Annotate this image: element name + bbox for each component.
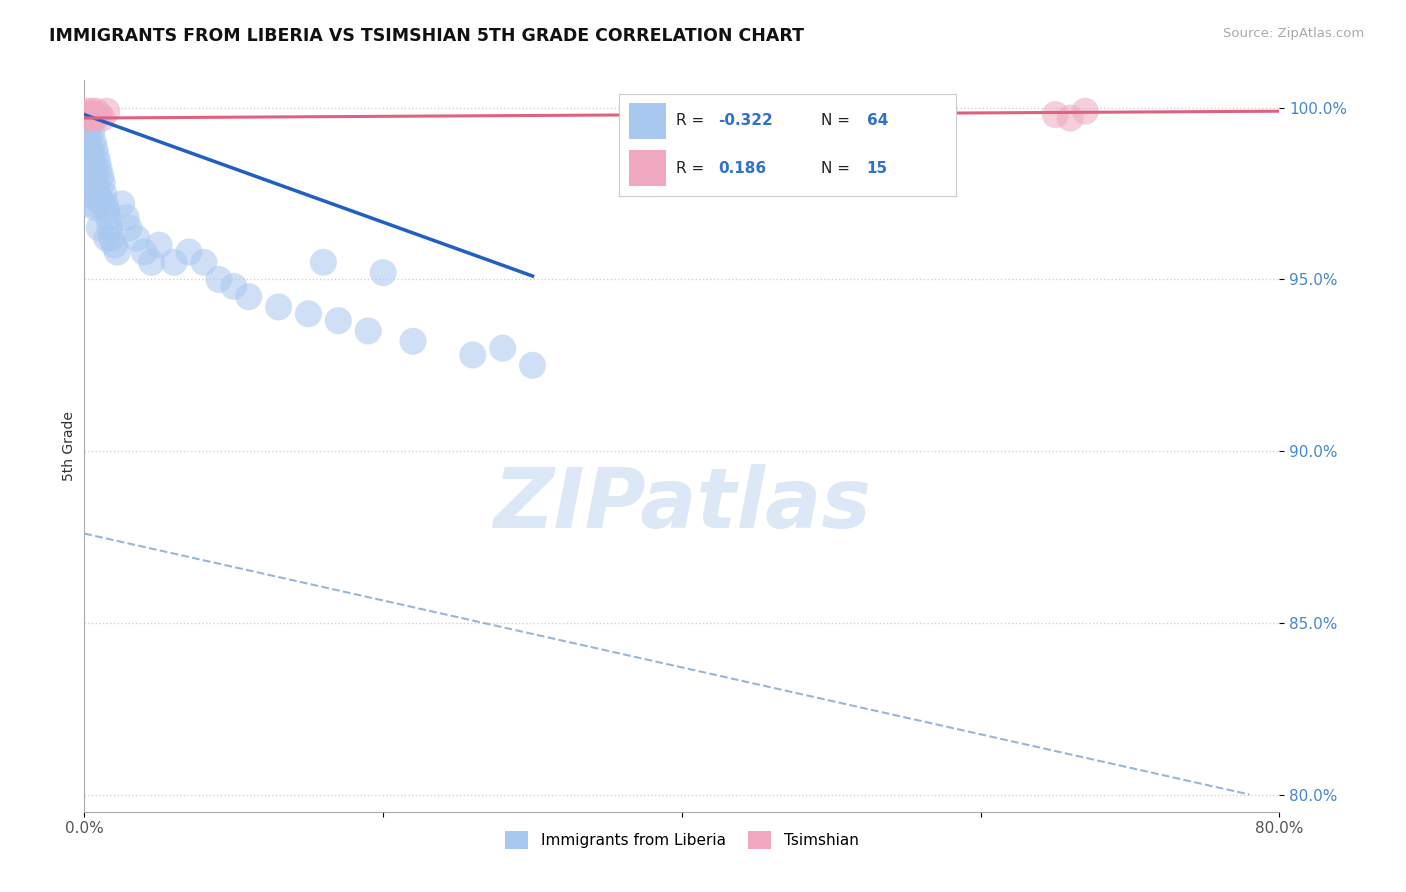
Point bbox=[80, 104, 103, 119]
Point bbox=[82, 190, 104, 204]
Text: R =: R = bbox=[676, 113, 709, 128]
Point bbox=[132, 244, 156, 259]
Text: 64: 64 bbox=[866, 113, 889, 128]
Y-axis label: 5th Grade: 5th Grade bbox=[62, 411, 76, 481]
Point bbox=[402, 334, 425, 349]
Point bbox=[1074, 104, 1097, 119]
Point bbox=[111, 197, 134, 211]
Point bbox=[177, 244, 200, 259]
Text: 0.186: 0.186 bbox=[718, 161, 766, 176]
Point bbox=[86, 104, 108, 119]
Point bbox=[76, 118, 98, 132]
Point bbox=[76, 142, 98, 156]
Point bbox=[77, 135, 100, 149]
Point bbox=[461, 348, 484, 362]
Point bbox=[76, 104, 98, 119]
Point bbox=[91, 111, 114, 125]
Point bbox=[75, 107, 97, 121]
Point bbox=[89, 221, 111, 235]
Point bbox=[82, 107, 104, 121]
Bar bbox=[628, 103, 666, 139]
Point bbox=[79, 176, 101, 190]
Point bbox=[96, 231, 118, 245]
Point bbox=[82, 159, 104, 173]
Text: N =: N = bbox=[821, 113, 855, 128]
Point bbox=[357, 324, 380, 338]
Point bbox=[297, 307, 319, 321]
Point bbox=[148, 238, 170, 252]
Point bbox=[125, 231, 148, 245]
Point bbox=[89, 107, 111, 121]
Point bbox=[75, 107, 97, 121]
Point bbox=[94, 197, 117, 211]
Point bbox=[105, 244, 128, 259]
Point bbox=[76, 162, 98, 177]
Text: ZIPatlas: ZIPatlas bbox=[494, 464, 870, 545]
Point bbox=[77, 186, 100, 201]
Point bbox=[96, 203, 118, 218]
Point bbox=[118, 221, 141, 235]
Point bbox=[312, 255, 335, 269]
Point bbox=[91, 176, 114, 190]
Text: R =: R = bbox=[676, 161, 709, 176]
Point bbox=[83, 111, 105, 125]
Point bbox=[163, 255, 186, 269]
Point bbox=[89, 190, 111, 204]
Point bbox=[75, 128, 97, 143]
Point bbox=[492, 341, 515, 355]
Point bbox=[83, 200, 105, 214]
Point bbox=[90, 197, 112, 211]
Point bbox=[80, 173, 103, 187]
Point bbox=[103, 238, 125, 252]
Point bbox=[77, 155, 100, 169]
Point bbox=[115, 211, 138, 225]
Point bbox=[90, 169, 112, 184]
Point bbox=[98, 221, 121, 235]
Bar bbox=[628, 150, 666, 186]
Point bbox=[97, 211, 120, 225]
Point bbox=[93, 186, 115, 201]
Point bbox=[1045, 107, 1067, 121]
Point bbox=[87, 155, 110, 169]
Point bbox=[100, 231, 122, 245]
Point bbox=[522, 359, 544, 373]
Text: 15: 15 bbox=[866, 161, 887, 176]
Point bbox=[86, 149, 108, 163]
Point bbox=[222, 279, 245, 293]
Point bbox=[79, 111, 101, 125]
Point bbox=[267, 300, 290, 314]
Text: Source: ZipAtlas.com: Source: ZipAtlas.com bbox=[1223, 27, 1364, 40]
Point bbox=[77, 111, 100, 125]
Point bbox=[141, 255, 163, 269]
Point bbox=[1059, 111, 1081, 125]
Point bbox=[79, 118, 101, 132]
Point bbox=[193, 255, 215, 269]
Point bbox=[238, 290, 260, 304]
Point bbox=[82, 135, 104, 149]
Point bbox=[80, 125, 103, 139]
Point bbox=[80, 197, 103, 211]
Point bbox=[83, 142, 105, 156]
Point bbox=[79, 145, 101, 160]
Point bbox=[87, 186, 110, 201]
Point bbox=[76, 111, 98, 125]
Point bbox=[83, 169, 105, 184]
Point bbox=[80, 149, 103, 163]
Point bbox=[328, 313, 350, 327]
Point bbox=[77, 107, 100, 121]
Legend: Immigrants from Liberia, Tsimshian: Immigrants from Liberia, Tsimshian bbox=[499, 824, 865, 855]
Text: IMMIGRANTS FROM LIBERIA VS TSIMSHIAN 5TH GRADE CORRELATION CHART: IMMIGRANTS FROM LIBERIA VS TSIMSHIAN 5TH… bbox=[49, 27, 804, 45]
Point bbox=[86, 179, 108, 194]
Point bbox=[89, 162, 111, 177]
Point bbox=[96, 104, 118, 119]
Text: -0.322: -0.322 bbox=[718, 113, 773, 128]
Point bbox=[373, 266, 395, 280]
Text: N =: N = bbox=[821, 161, 855, 176]
Point bbox=[208, 272, 231, 286]
